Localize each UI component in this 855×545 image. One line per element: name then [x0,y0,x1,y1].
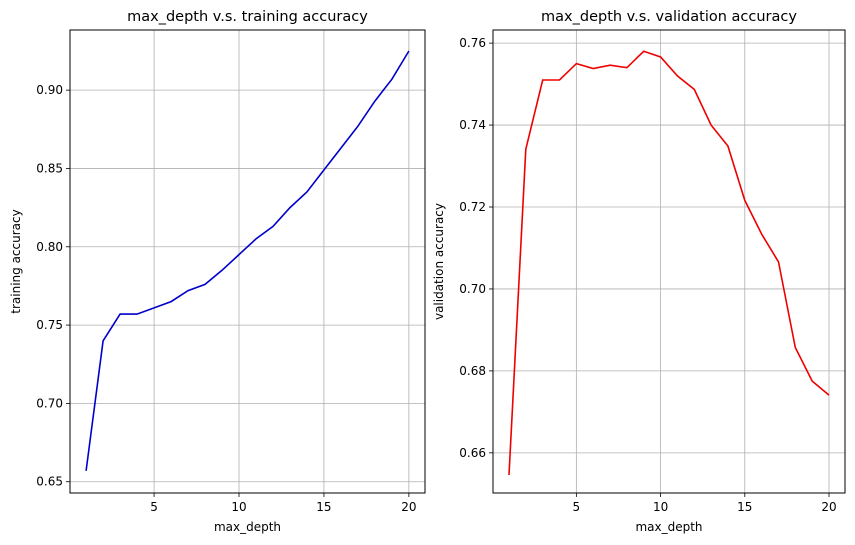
x-axis-label: max_depth [214,520,281,534]
y-axis-label: validation accuracy [432,203,446,320]
x-tick-label: 20 [821,500,836,514]
x-tick-label: 5 [150,500,158,514]
x-tick-label: 20 [401,500,416,514]
y-tick-label: 0.76 [459,36,486,50]
axes-frame [69,29,426,494]
y-tick-label: 0.75 [36,318,63,332]
x-tick-label: 15 [316,500,331,514]
y-tick-label: 0.80 [36,240,63,254]
training-accuracy-chart: 5 10 15 20 0.65 0.70 0.75 0.80 0.85 0.90 max_dep… [9,9,426,534]
y-tick-label: 0.74 [459,118,486,132]
x-tick-label: 5 [573,500,581,514]
validation-accuracy-line [508,50,830,476]
x-axis-label: max_depth [635,520,702,534]
y-tick-label: 0.70 [459,282,486,296]
y-tick-label: 0.72 [459,200,486,214]
y-tick-label: 0.65 [36,475,63,489]
chart-title: max_depth v.s. validation accuracy [541,9,797,25]
x-axis-ticks: 5 10 15 20 [150,493,417,514]
y-tick-label: 0.70 [36,396,63,410]
y-tick-label: 0.68 [459,364,486,378]
y-tick-label: 0.90 [36,83,63,97]
y-axis-ticks: 0.65 0.70 0.75 0.80 0.85 0.90 [36,83,70,489]
grid-lines [493,30,845,493]
y-tick-label: 0.85 [36,161,63,175]
y-tick-label: 0.66 [459,446,486,460]
y-axis-label: training accuracy [9,209,23,313]
training-accuracy-line [85,50,410,471]
x-axis-ticks: 5 10 15 20 [573,493,837,514]
x-tick-label: 10 [653,500,668,514]
grid-lines [70,30,425,493]
validation-accuracy-chart: 5 10 15 20 0.66 0.68 0.70 0.72 0.74 0.76 max_dep… [432,9,846,534]
axes-frame [492,29,846,494]
x-tick-label: 10 [231,500,246,514]
y-axis-ticks: 0.66 0.68 0.70 0.72 0.74 0.76 [459,36,493,460]
chart-title: max_depth v.s. training accuracy [127,9,368,25]
x-tick-label: 15 [737,500,752,514]
